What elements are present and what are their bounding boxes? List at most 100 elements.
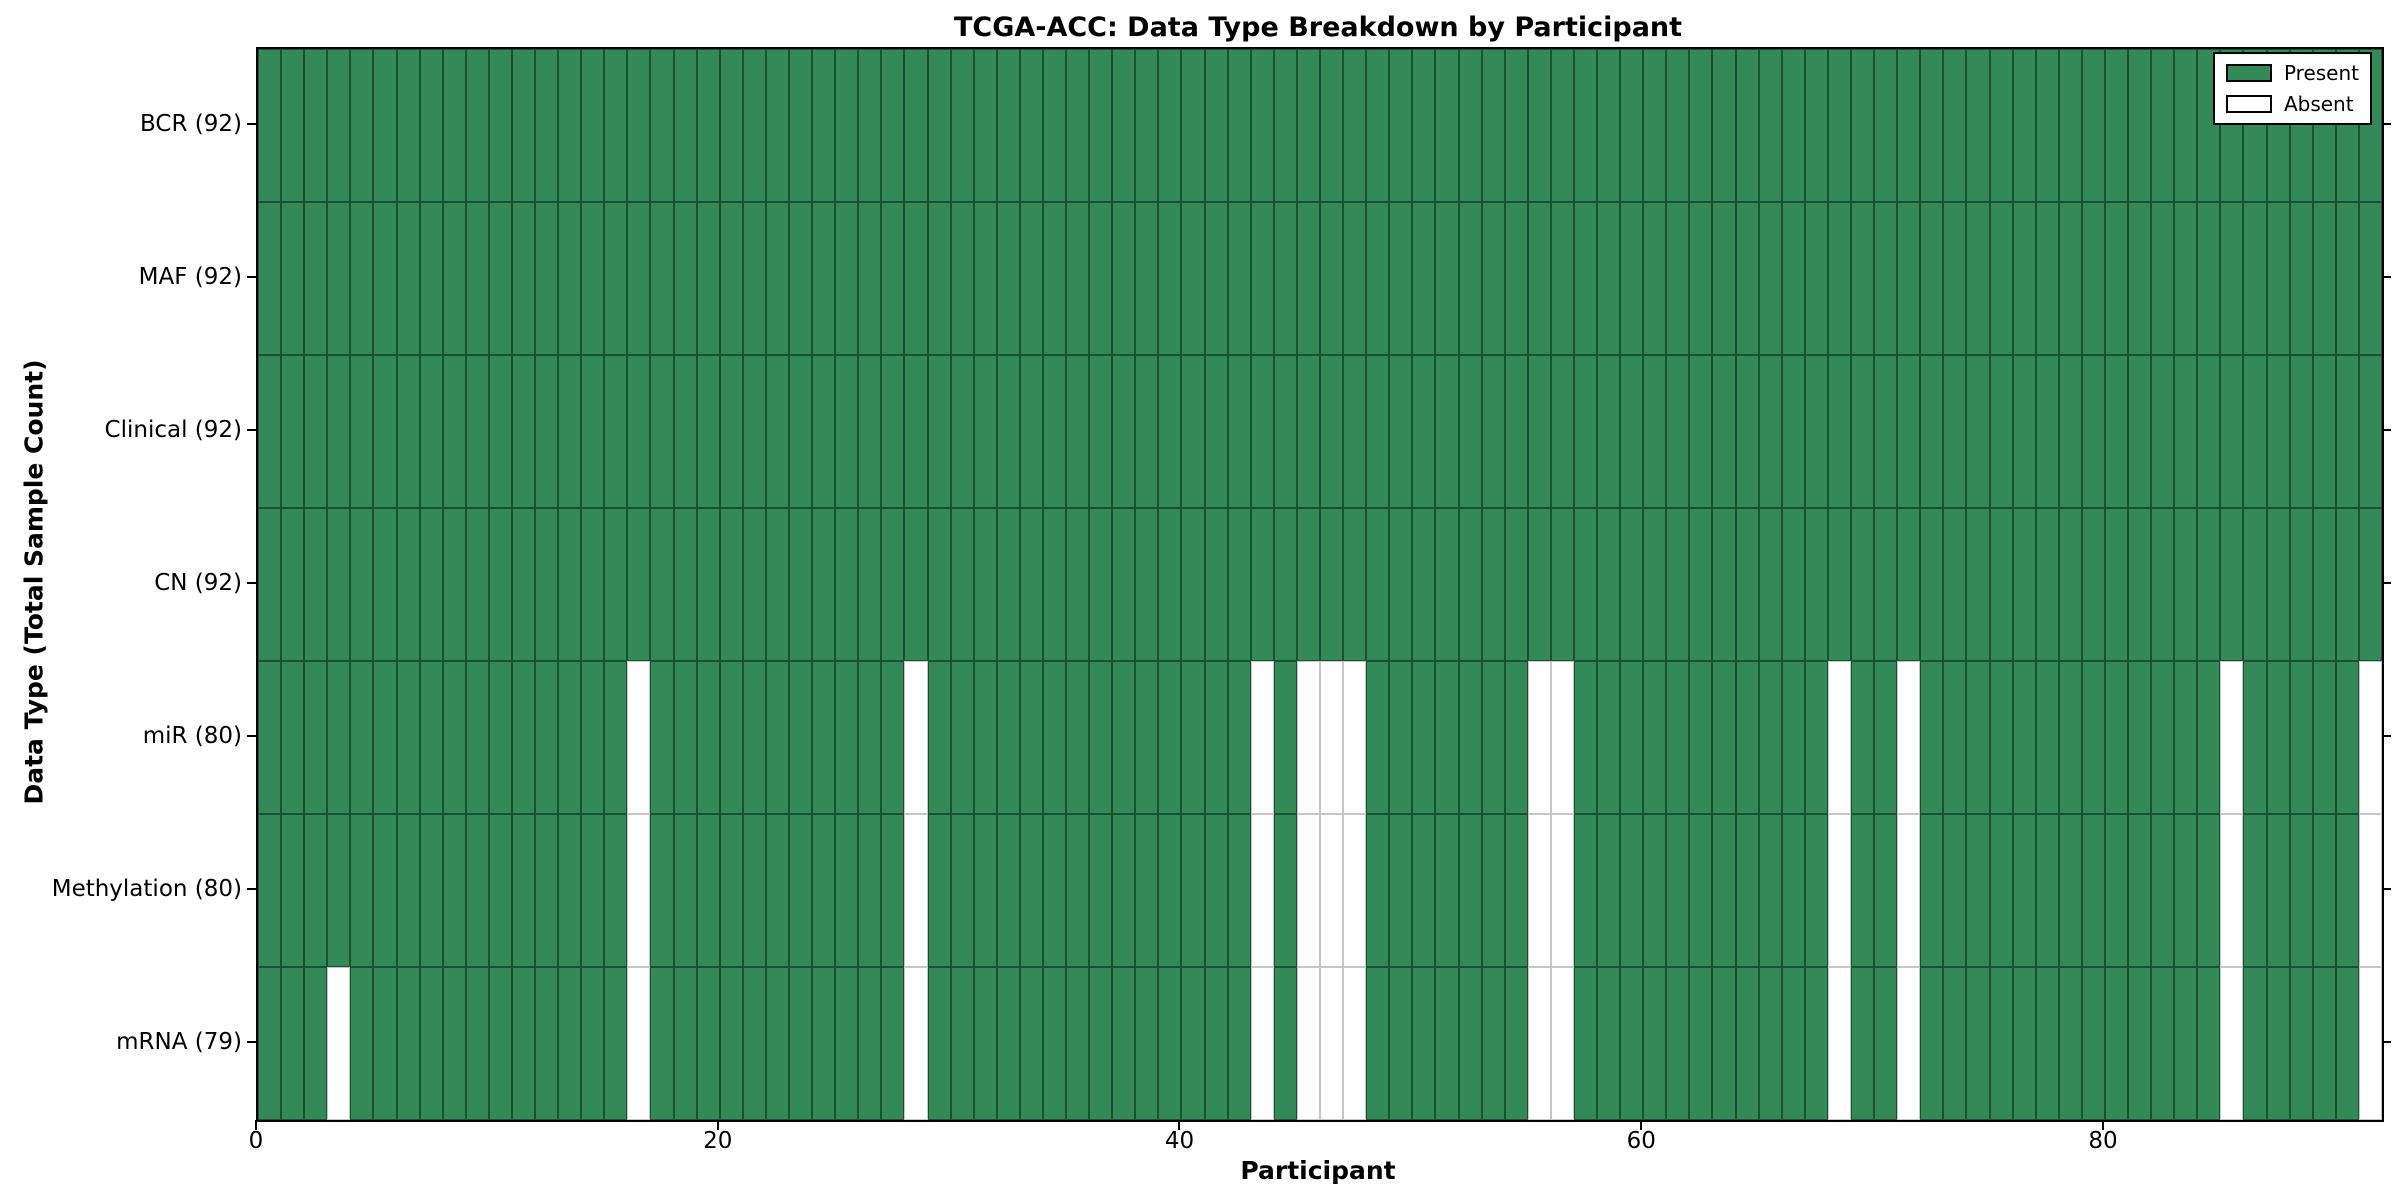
cell-present [2312, 508, 2336, 661]
cell-present [1920, 202, 1944, 355]
cell-present [742, 202, 766, 355]
cell-present [396, 355, 420, 508]
cell-present [2081, 967, 2105, 1120]
cell-present [327, 814, 351, 967]
cell-present [2081, 49, 2105, 202]
legend: Present Absent [2212, 52, 2372, 125]
cell-present [1227, 202, 1251, 355]
cell-present [558, 508, 582, 661]
cell-present [1643, 814, 1667, 967]
cell-present [1458, 49, 1482, 202]
cell-present [488, 814, 512, 967]
cell-present [927, 661, 951, 814]
cell-present [927, 967, 951, 1120]
cell-present [650, 967, 674, 1120]
cell-present [1620, 661, 1644, 814]
cell-present [1135, 661, 1159, 814]
cell-present [673, 49, 697, 202]
cell-present [1920, 661, 1944, 814]
cell-present [2151, 508, 2175, 661]
cell-present [1089, 661, 1113, 814]
plot-grid [258, 49, 2382, 1120]
cell-present [973, 49, 997, 202]
cell-present [604, 355, 628, 508]
cell-present [1689, 49, 1713, 202]
cell-present [719, 49, 743, 202]
cell-present [1481, 814, 1505, 967]
cell-present [1620, 508, 1644, 661]
cell-present [1319, 202, 1344, 355]
cell-present [1920, 814, 1944, 967]
cell-present [1112, 508, 1136, 661]
cell-absent [627, 967, 651, 1120]
cell-absent [1827, 661, 1851, 814]
cell-present [2243, 967, 2267, 1120]
cell-present [1435, 661, 1459, 814]
cell-present [258, 202, 282, 355]
cell-present [396, 508, 420, 661]
cell-present [1412, 967, 1436, 1120]
cell-present [1735, 661, 1759, 814]
cell-present [1643, 49, 1667, 202]
cell-present [1758, 508, 1782, 661]
cell-present [1966, 355, 1990, 508]
cell-absent [1296, 967, 1320, 1120]
cell-present [511, 49, 536, 202]
cell-present [1412, 355, 1436, 508]
cell-present [1458, 202, 1482, 355]
cell-present [1343, 508, 1367, 661]
cell-present [1758, 202, 1782, 355]
cell-present [696, 967, 720, 1120]
cell-present [327, 355, 351, 508]
cell-present [281, 814, 305, 967]
cell-present [1273, 967, 1297, 1120]
cell-absent [1550, 814, 1574, 967]
cell-present [1943, 508, 1967, 661]
cell-present [2312, 202, 2336, 355]
cell-present [304, 202, 328, 355]
cell-present [812, 355, 836, 508]
cell-present [1735, 202, 1759, 355]
cell-present [1296, 49, 1320, 202]
cell-present [535, 661, 559, 814]
cell-present [1135, 508, 1159, 661]
cell-present [465, 508, 489, 661]
cell-present [765, 202, 789, 355]
cell-present [2266, 202, 2290, 355]
cell-present [465, 202, 489, 355]
cell-present [2012, 508, 2036, 661]
cell-present [1389, 355, 1413, 508]
cell-absent [1827, 967, 1851, 1120]
cell-present [950, 355, 974, 508]
x-tick-mark [1640, 1120, 1643, 1130]
cell-present [812, 967, 836, 1120]
cell-present [1181, 508, 1205, 661]
cell-present [1666, 202, 1690, 355]
cell-present [2174, 49, 2198, 202]
cell-present [1204, 661, 1228, 814]
cell-present [535, 355, 559, 508]
cell-present [858, 661, 882, 814]
cell-present [1504, 355, 1528, 508]
cell-present [1066, 814, 1090, 967]
cell-absent [1296, 661, 1320, 814]
cell-present [373, 508, 397, 661]
cell-present [2335, 202, 2359, 355]
cell-present [1874, 508, 1898, 661]
cell-present [1804, 508, 1828, 661]
cell-absent [1343, 661, 1367, 814]
cell-present [488, 355, 512, 508]
cell-present [350, 355, 374, 508]
cell-present [258, 49, 282, 202]
cell-present [1573, 508, 1598, 661]
cell-present [973, 508, 997, 661]
cell-present [1850, 355, 1875, 508]
cell-present [1389, 661, 1413, 814]
cell-present [581, 814, 605, 967]
cell-present [2312, 814, 2336, 967]
cell-present [2266, 508, 2290, 661]
cell-present [1874, 967, 1898, 1120]
cell-present [742, 49, 766, 202]
cell-present [2035, 202, 2059, 355]
